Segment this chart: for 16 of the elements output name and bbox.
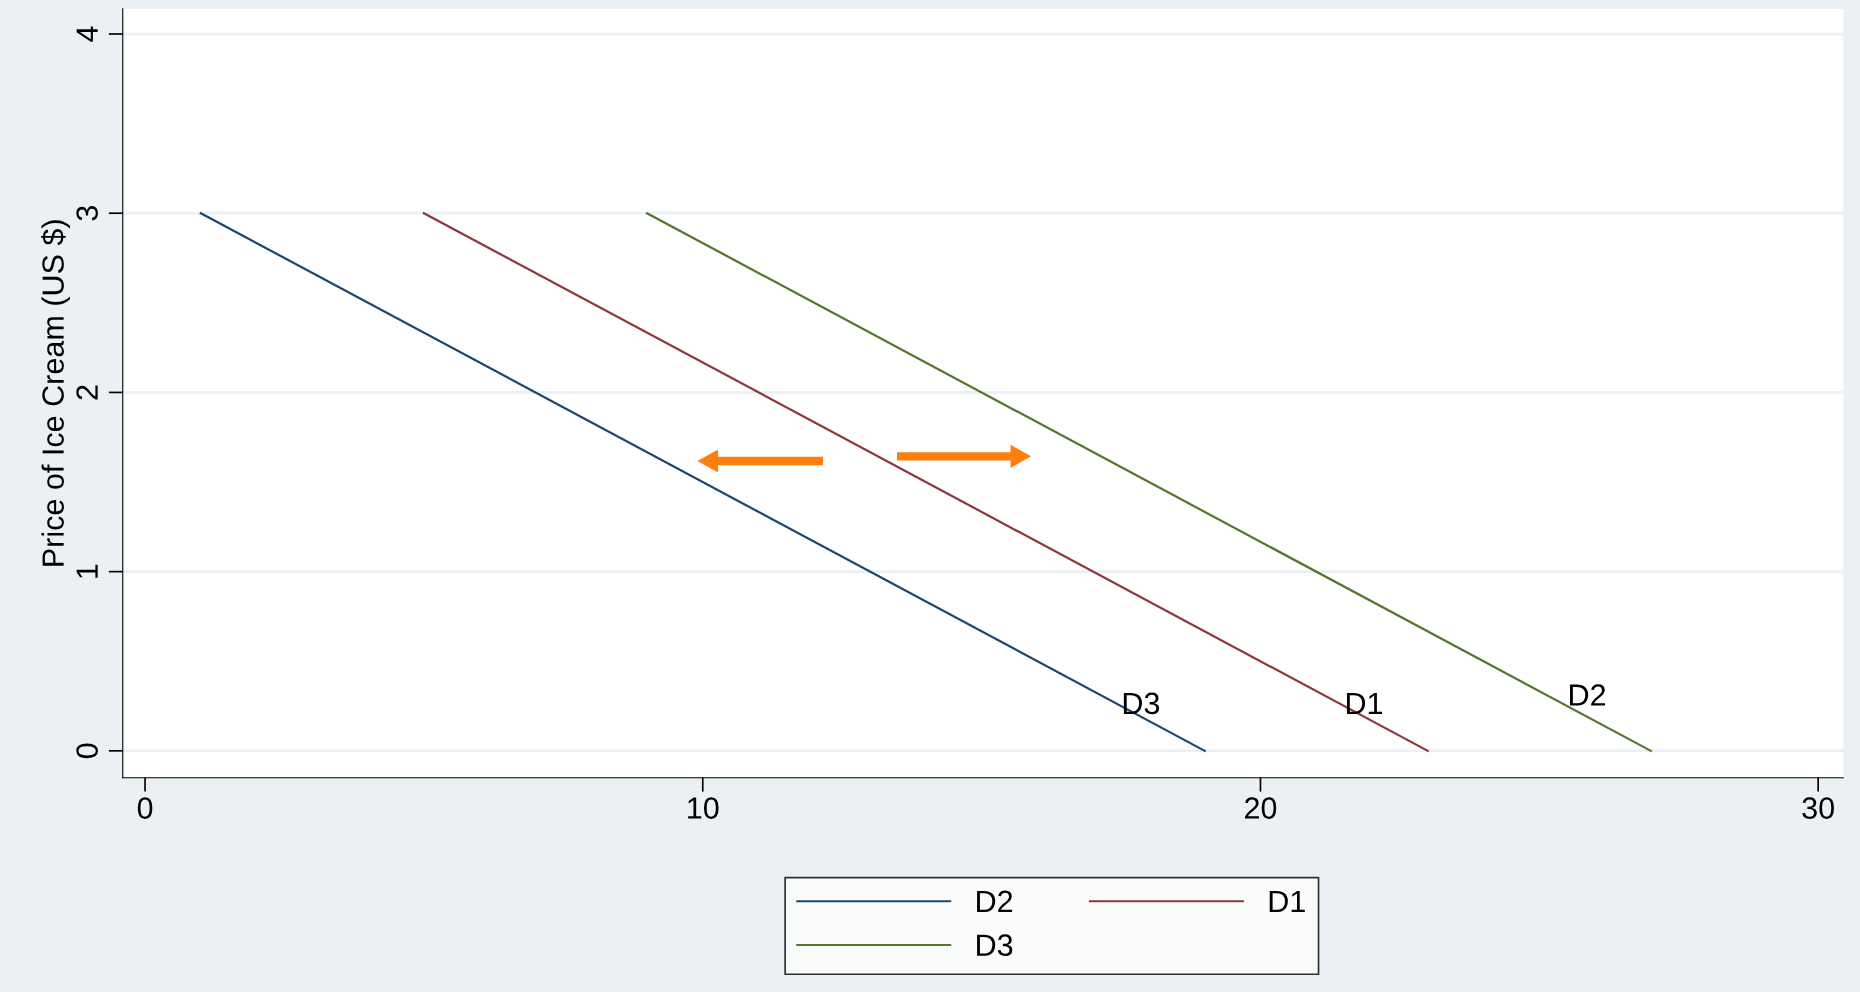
annotation: D3 <box>1123 692 1160 715</box>
y-axis-title: Price of Ice Cream (US $) <box>41 220 70 566</box>
y-tick-label: 0 <box>76 743 98 759</box>
x-tick-label: 10 <box>688 797 719 819</box>
y-tick-label: 1 <box>76 564 98 578</box>
legend-label: D2 <box>977 890 1013 912</box>
legend-label: D3 <box>977 934 1013 956</box>
y-tick-label: 4 <box>76 26 98 42</box>
x-tick-label: 30 <box>1802 797 1834 819</box>
x-tick-label: 20 <box>1245 797 1277 819</box>
x-tick-label: 0 <box>137 797 153 819</box>
y-tick-label: 2 <box>76 385 98 400</box>
legend-label: D1 <box>1269 890 1305 912</box>
y-tick-label: 3 <box>76 206 98 221</box>
annotation: D1 <box>1346 692 1383 714</box>
annotation: D2 <box>1570 684 1606 706</box>
